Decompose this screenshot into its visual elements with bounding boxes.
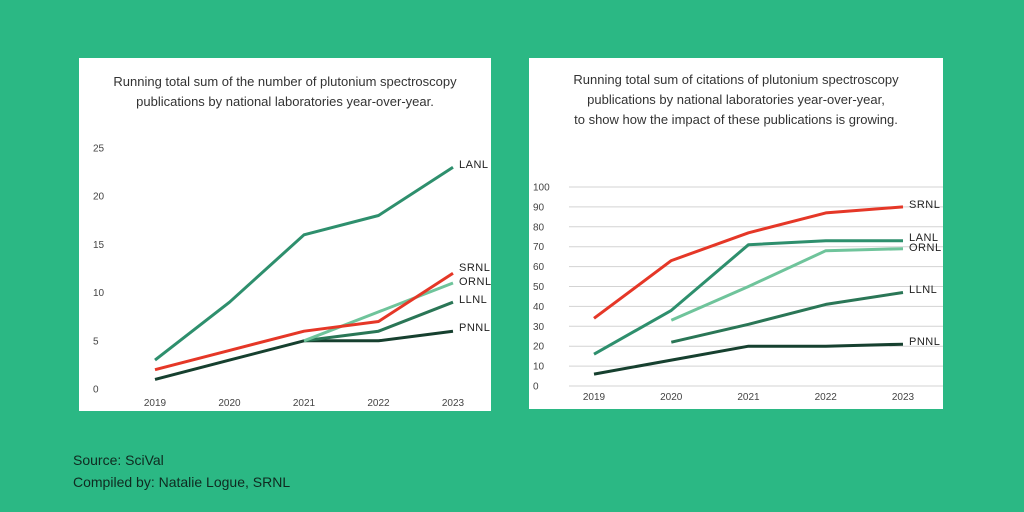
y-tick-label: 70 xyxy=(533,242,545,253)
chart-panel-publications: Running total sum of the number of pluto… xyxy=(79,58,491,411)
y-tick-label: 15 xyxy=(93,240,105,251)
y-tick-label: 20 xyxy=(93,192,105,203)
series-label-srnl: SRNL xyxy=(909,199,940,211)
series-line-lanl xyxy=(593,239,903,356)
series-line-pnnl xyxy=(154,329,454,381)
series-label-ornl: ORNL xyxy=(909,242,942,254)
series-line-lanl xyxy=(154,166,454,362)
y-tick-label: 100 xyxy=(533,183,550,194)
y-tick-label: 25 xyxy=(93,144,105,155)
y-tick-label: 5 xyxy=(93,336,99,347)
chart-title-line: publications by national laboratories ye… xyxy=(136,94,434,109)
series-label-srnl: SRNL xyxy=(459,262,490,274)
x-tick-label: 2019 xyxy=(144,398,167,409)
y-tick-label: 40 xyxy=(533,302,545,313)
y-tick-label: 50 xyxy=(533,282,545,293)
x-tick-label: 2020 xyxy=(660,392,683,403)
series-label-pnnl: PNNL xyxy=(459,322,490,334)
publications-line-chart: 0 5 10 15 20 25 2019 2020 2021 2022 2023 LANL SRNL OR… xyxy=(93,144,492,410)
chart-title-line: Running total sum of citations of pluton… xyxy=(573,72,899,87)
x-tick-label: 2022 xyxy=(367,398,390,409)
x-tick-label: 2023 xyxy=(892,392,915,403)
series-line-llnl xyxy=(303,300,454,343)
series-label-ornl: ORNL xyxy=(459,276,492,288)
y-tick-label: 90 xyxy=(533,202,545,213)
x-tick-label: 2021 xyxy=(737,392,760,403)
chart-title-citations: Running total sum of citations of pluton… xyxy=(529,70,943,130)
series-line-pnnl xyxy=(593,342,904,376)
series-label-pnnl: PNNL xyxy=(909,336,940,348)
compiled-by-note: Compiled by: Natalie Logue, SRNL xyxy=(73,474,291,490)
y-tick-label: 10 xyxy=(93,288,105,299)
y-tick-label: 60 xyxy=(533,262,545,273)
series-label-llnl: LLNL xyxy=(459,294,487,306)
series-line-ornl xyxy=(303,281,454,343)
source-note: Source: SciVal xyxy=(73,452,164,468)
chart-title-line: Running total sum of the number of pluto… xyxy=(113,74,457,89)
y-tick-label: 10 xyxy=(533,362,545,373)
series-line-ornl xyxy=(670,247,904,322)
series-label-lanl: LANL xyxy=(909,232,939,244)
series-line-srnl xyxy=(593,205,904,320)
series-label-lanl: LANL xyxy=(459,159,489,171)
y-tick-label: 20 xyxy=(533,342,545,353)
chart-title-line: to show how the impact of these publicat… xyxy=(574,112,898,127)
x-tick-label: 2021 xyxy=(293,398,316,409)
series-line-srnl xyxy=(154,272,454,372)
series-line-llnl xyxy=(670,291,904,344)
chart-title-publications: Running total sum of the number of pluto… xyxy=(79,72,491,112)
x-tick-label: 2023 xyxy=(442,398,465,409)
chart-title-line: publications by national laboratories ye… xyxy=(587,92,885,107)
series-label-llnl: LLNL xyxy=(909,284,937,296)
citations-line-chart: 0 10 20 30 40 50 60 70 80 90 100 2019 2020 2021 2022 20… xyxy=(533,183,943,403)
chart-panel-citations: Running total sum of citations of pluton… xyxy=(529,58,943,409)
y-tick-label: 80 xyxy=(533,222,545,233)
y-tick-label: 0 xyxy=(93,385,99,396)
x-tick-label: 2019 xyxy=(583,392,606,403)
y-tick-label: 30 xyxy=(533,322,545,333)
x-tick-label: 2020 xyxy=(218,398,241,409)
y-tick-label: 0 xyxy=(533,382,539,393)
x-tick-label: 2022 xyxy=(815,392,838,403)
